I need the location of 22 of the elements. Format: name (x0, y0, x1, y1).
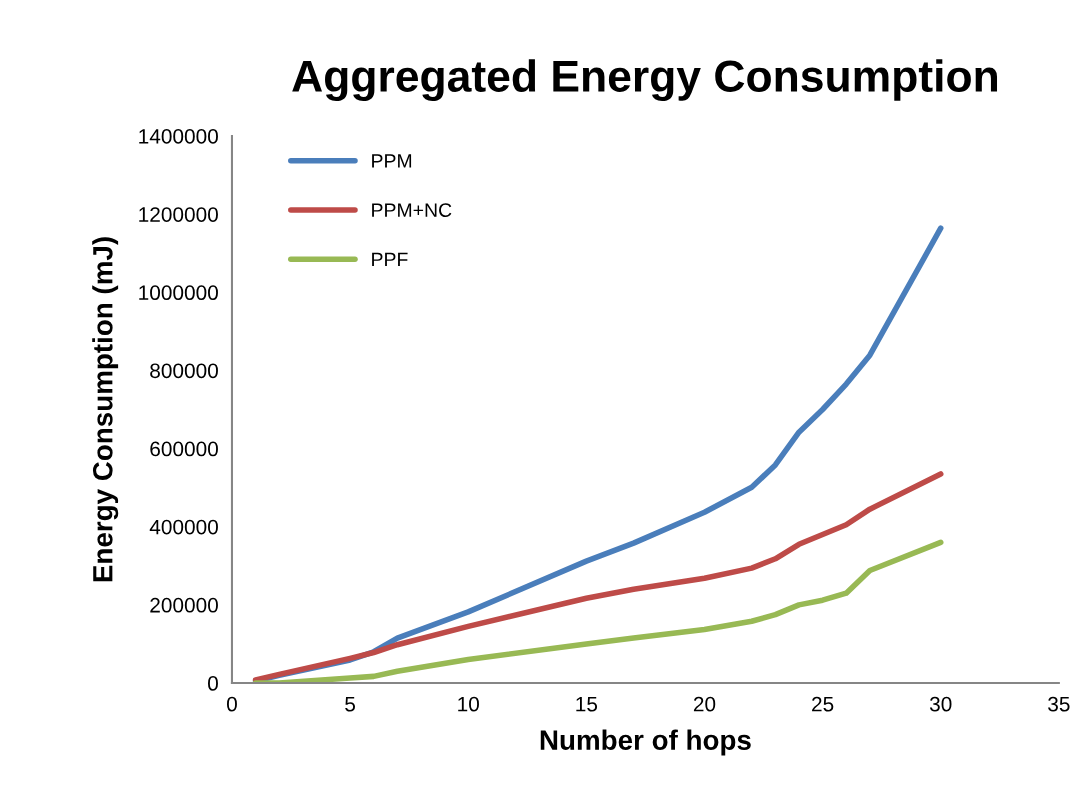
legend-label: PPM+NC (372, 203, 452, 218)
x-tick-label: 5 (345, 696, 356, 712)
y-tick-label: 1400000 (139, 129, 218, 144)
y-tick-label: 1200000 (139, 207, 218, 222)
y-tick-label: 400000 (149, 519, 218, 535)
x-axis-title: Number of hops (540, 729, 751, 756)
legend-label: PPF (372, 252, 408, 267)
y-tick-label: 200000 (150, 597, 218, 613)
x-tick-label: 15 (576, 696, 598, 712)
y-tick-label: 800000 (150, 363, 218, 379)
x-tick-label: 20 (693, 696, 716, 712)
x-tick-label: 10 (458, 696, 479, 712)
x-tick-label: 35 (1048, 696, 1070, 712)
y-axis-title: Energy Consumption (mJ) (92, 237, 119, 582)
y-tick-label: 0 (208, 676, 218, 691)
x-tick-label: 25 (812, 696, 834, 712)
chart-title: Aggregated Energy Consumption (292, 59, 998, 101)
x-tick-label: 0 (226, 696, 237, 712)
y-tick-label: 600000 (150, 441, 218, 457)
y-tick-label: 1000000 (139, 285, 218, 301)
x-tick-label: 30 (929, 696, 952, 712)
legend-label: PPM (372, 154, 412, 168)
